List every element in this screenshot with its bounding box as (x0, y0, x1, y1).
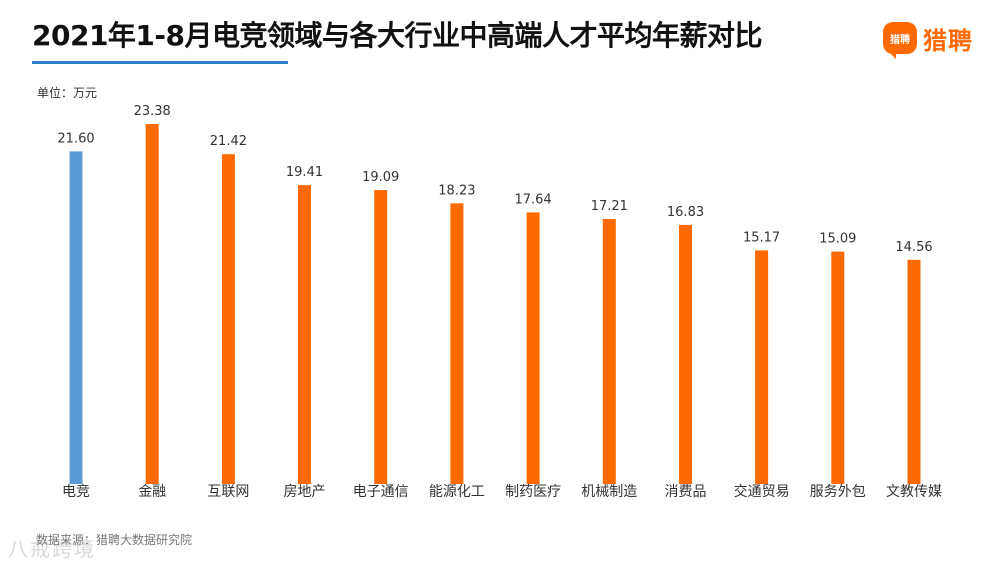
category-label: 制药医疗 (505, 484, 561, 500)
category-label: 电竞 (62, 483, 90, 500)
logo-mark-icon: 猎聘 (883, 22, 917, 59)
category-label: 电子通信 (353, 484, 409, 500)
unit-label: 单位：万元 (37, 86, 98, 100)
bar-房地产 (298, 185, 311, 484)
value-label: 21.42 (210, 134, 247, 149)
bar-电子通信 (374, 190, 388, 484)
value-label: 16.83 (667, 205, 704, 220)
value-label: 23.38 (134, 104, 171, 119)
value-label: 19.41 (286, 165, 323, 180)
bar-制药医疗 (526, 212, 540, 484)
bar-金融 (145, 124, 159, 484)
category-label: 文教传媒 (886, 484, 942, 500)
value-label: 21.60 (57, 131, 94, 146)
bar-能源化工 (450, 203, 464, 485)
chart-title: 2021年1-8月电竞领域与各大行业中高端人才平均年薪对比 (32, 19, 763, 52)
bar-服务外包 (831, 251, 845, 484)
bar-文教传媒 (907, 259, 921, 484)
category-label: 机械制造 (581, 484, 637, 500)
value-label: 17.21 (591, 199, 628, 214)
bar-机械制造 (602, 219, 616, 484)
value-label: 15.17 (743, 230, 780, 245)
category-label: 房地产 (284, 484, 326, 500)
watermark: 八戒跨境 (8, 537, 96, 561)
bar-电竞 (69, 151, 83, 484)
brand-logo: 猎聘 猎聘 (883, 20, 973, 59)
category-label: 消费品 (665, 484, 707, 500)
category-label: 能源化工 (429, 484, 485, 500)
value-label: 15.09 (819, 232, 856, 247)
category-label: 金融 (138, 484, 166, 500)
bar-互联网 (221, 154, 235, 484)
bar-交通贸易 (755, 250, 769, 484)
value-label: 14.56 (895, 240, 932, 255)
logo-text: 猎聘 (923, 26, 973, 55)
value-label: 19.09 (362, 170, 399, 185)
category-label: 交通贸易 (734, 483, 790, 500)
value-label: 17.64 (514, 192, 551, 207)
category-label: 服务外包 (810, 484, 866, 500)
bar-消费品 (679, 224, 692, 484)
category-label: 互联网 (207, 484, 249, 500)
title-underline (32, 61, 288, 64)
value-label: 18.23 (438, 183, 475, 198)
data-source: 数据来源：猎聘大数据研究院 (36, 533, 193, 547)
